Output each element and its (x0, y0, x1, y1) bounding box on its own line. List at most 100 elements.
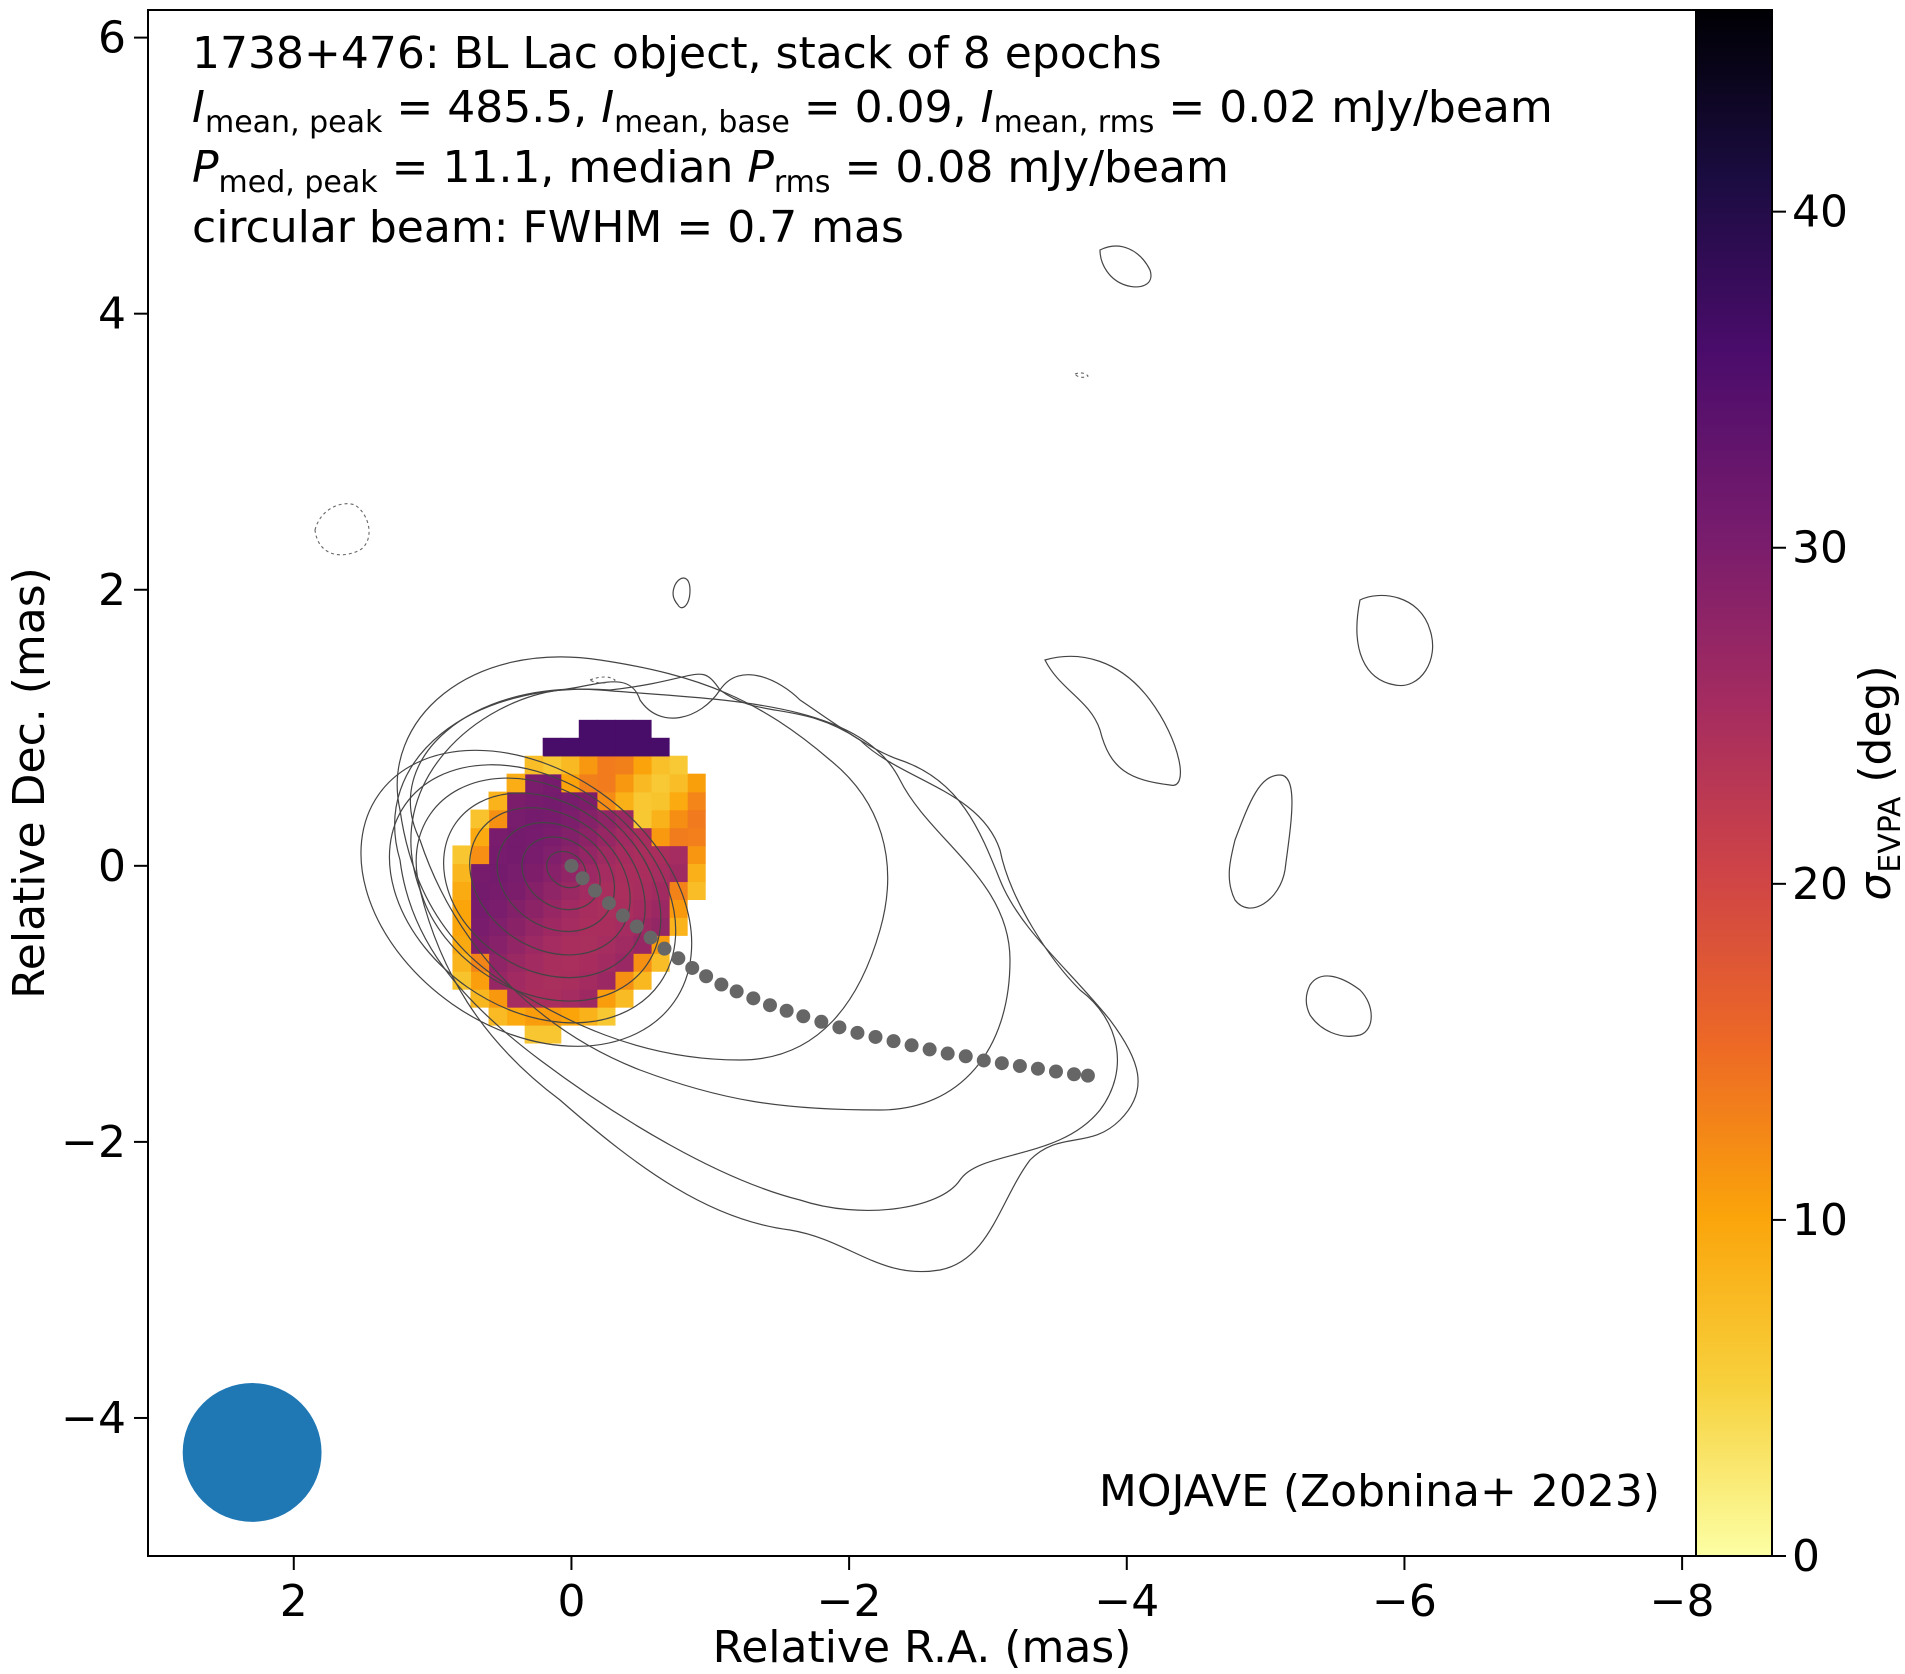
title-line-2: Imean, peak = 485.5, Imean, base = 0.09,… (192, 82, 1553, 140)
sigma-pixel (614, 737, 634, 757)
sigma-pixel (524, 899, 544, 918)
y-tick-label: 6 (98, 13, 126, 64)
ridgeline-point (671, 951, 686, 966)
sigma-pixel (614, 953, 634, 972)
p-sub-2: rms (774, 165, 831, 200)
colorbar-tick-label: 30 (1792, 523, 1848, 574)
colorbar-ticks: 0 10 20 30 40 (1772, 187, 1848, 1582)
sigma-pixel (632, 881, 652, 900)
ridgeline-point (1012, 1058, 1027, 1073)
p-symbol-1: P (192, 142, 219, 193)
sigma-pixel (524, 1024, 544, 1044)
ridgeline-point (729, 984, 744, 999)
sigma-pixel (578, 737, 598, 757)
ridgeline-point (796, 1009, 811, 1024)
colorbar-label: σEVPA (deg) (1850, 665, 1905, 900)
sigma-pixel (524, 755, 544, 775)
negative-contour (1074, 372, 1089, 378)
ridgeline-point (685, 960, 700, 975)
sigma-pixel (650, 755, 670, 775)
sigma-pixel (669, 755, 688, 775)
sigma-pixel (560, 935, 580, 954)
sigma-pixel (452, 953, 472, 972)
sigma-pixel (578, 827, 598, 847)
sigma-pixel (578, 719, 598, 739)
sigma-pixel (506, 971, 526, 990)
sigma-pixel (596, 971, 616, 990)
ridgeline-point (615, 908, 630, 923)
contour-level (415, 777, 662, 1002)
sigma-pixel (669, 791, 688, 811)
ridgeline-point (922, 1042, 937, 1057)
sigma-pixel (542, 791, 562, 811)
sigma-pixel (488, 827, 508, 847)
sigma-pixel (632, 827, 652, 847)
sigma-pixel (669, 845, 688, 865)
x-axis-label: Relative R.A. (mas) (713, 1622, 1132, 1673)
sigma-pixel (632, 719, 652, 739)
sigma-pixel (669, 827, 688, 847)
sigma-pixel (614, 719, 634, 739)
sigma-pixel (632, 773, 652, 793)
negative-contour (314, 503, 370, 556)
sigma-pixel (542, 1024, 562, 1044)
ridgeline-point (643, 930, 658, 945)
ridgeline-point (629, 919, 644, 934)
sigma-pixel (560, 827, 580, 847)
y-axis: 6 4 2 0 −2 −4 (61, 13, 148, 1444)
sigma-pixel (632, 971, 652, 990)
sigma-pixel (650, 827, 670, 847)
sigma-pixel (542, 935, 562, 954)
sigma-pixel (488, 809, 508, 829)
sigma-pixel (596, 791, 616, 811)
sigma-pixel (524, 935, 544, 954)
i-sub-3: mean, rms (994, 105, 1155, 140)
contour-level (360, 749, 693, 1047)
contour-level (388, 764, 677, 1024)
sigma-pixel (632, 953, 652, 972)
sigma-pixel (542, 917, 562, 936)
colorbar-tick-label: 10 (1792, 1195, 1848, 1246)
sigma-pixel (596, 755, 616, 775)
sigma-pixel (650, 953, 670, 972)
ridgeline-point (1048, 1064, 1063, 1079)
intensity-contours (314, 245, 1434, 1273)
colorbar-frame (1695, 9, 1773, 1557)
ridgeline-point (564, 858, 579, 873)
beam-ellipse (182, 1383, 322, 1522)
contour-level (443, 792, 646, 979)
ridgeline-point (588, 883, 603, 898)
sigma-pixel (669, 773, 688, 793)
sigma-pixel (470, 863, 490, 883)
sigma-pixel (506, 845, 526, 865)
sigma-pixel (560, 755, 580, 775)
sigma-pixel (578, 917, 598, 936)
x-tick-label: −8 (1650, 1576, 1715, 1627)
sigma-pixel (524, 881, 544, 900)
sigma-pixel (470, 881, 490, 900)
value-3: = 0.02 mJy/beam (1154, 82, 1552, 133)
sigma-pixel (650, 737, 670, 757)
sigma-pixel (578, 989, 598, 1008)
sigma-pixel (524, 809, 544, 829)
ridgeline-point (814, 1014, 829, 1029)
sigma-pixel (560, 773, 580, 793)
x-axis: 2 0 −2 −4 −6 −8 (280, 1556, 1715, 1627)
title-line-3: Pmed, peak = 11.1, median Prms = 0.08 mJ… (192, 142, 1229, 200)
sigma-pixel (560, 1006, 580, 1026)
sigma-pixel (506, 791, 526, 811)
y-tick-label: −4 (61, 1393, 126, 1444)
sigma-pixel (596, 845, 616, 865)
colorbar-label-sigma: σ (1850, 872, 1901, 901)
sigma-pixel (614, 809, 634, 829)
ridgeline-point (940, 1046, 955, 1061)
colorbar-tick-label: 40 (1792, 187, 1848, 238)
x-tick-label: 0 (557, 1576, 585, 1627)
colorbar-tick-label: 20 (1792, 859, 1848, 910)
sigma-pixel (506, 1006, 526, 1026)
sigma-pixel (614, 863, 634, 883)
sigma-pixel (452, 899, 472, 918)
colorbar-label-unit: (deg) (1850, 665, 1901, 796)
sigma-pixel (632, 809, 652, 829)
sigma-pixel (488, 935, 508, 954)
